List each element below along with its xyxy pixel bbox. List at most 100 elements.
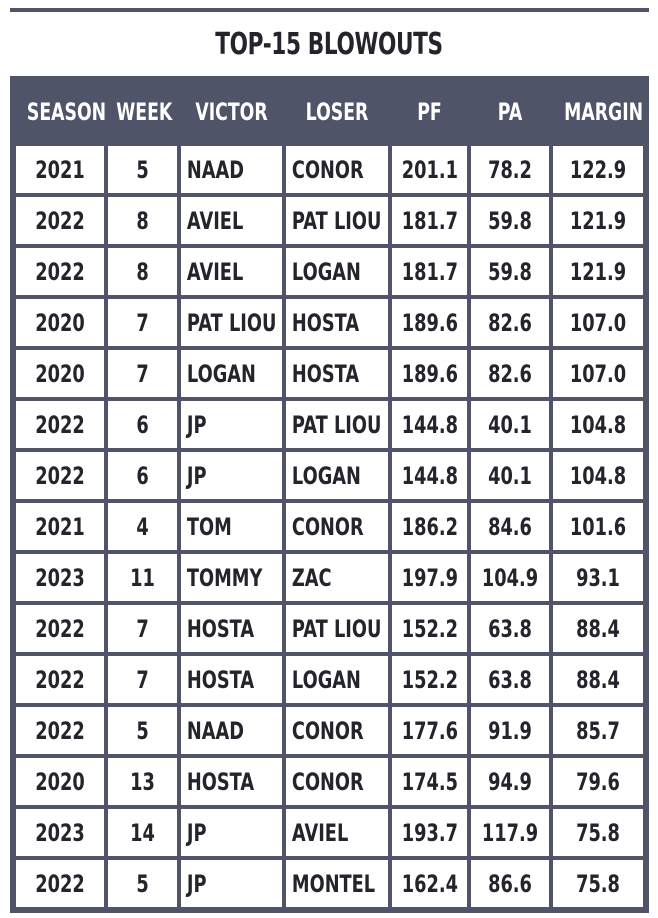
cell-loser: MONTEL [284, 858, 390, 909]
cell-loser: PAT LIOU [284, 399, 390, 450]
cell-victor: AVIEL [179, 195, 284, 246]
cell-margin: 93.1 [551, 552, 645, 603]
table-row: 2022 6 JP PAT LIOU 144.8 40.1 104.8 [14, 399, 645, 450]
cell-victor: HOSTA [179, 603, 284, 654]
cell-pa: 94.9 [469, 756, 551, 807]
page-title: TOP-15 BLOWOUTS [215, 27, 443, 62]
cell-loser: CONOR [284, 756, 390, 807]
cell-pf: 189.6 [390, 297, 469, 348]
cell-week: 5 [106, 858, 179, 909]
cell-loser: LOGAN [284, 246, 390, 297]
cell-pf: 181.7 [390, 246, 469, 297]
cell-season: 2022 [14, 858, 106, 909]
cell-victor: AVIEL [179, 246, 284, 297]
cell-pa: 82.6 [469, 297, 551, 348]
cell-pa: 117.9 [469, 807, 551, 858]
cell-victor: JP [179, 807, 284, 858]
blowouts-table: SEASON WEEK VICTOR LOSER PF PA MARGIN 2021 5 NAA… [10, 76, 649, 913]
cell-season: 2022 [14, 399, 106, 450]
cell-week: 14 [106, 807, 179, 858]
cell-loser: HOSTA [284, 348, 390, 399]
table-row: 2022 8 AVIEL PAT LIOU 181.7 59.8 121.9 [14, 195, 645, 246]
cell-victor: JP [179, 399, 284, 450]
cell-week: 8 [106, 195, 179, 246]
cell-victor: NAAD [179, 705, 284, 756]
table-row: 2022 8 AVIEL LOGAN 181.7 59.8 121.9 [14, 246, 645, 297]
cell-pf: 181.7 [390, 195, 469, 246]
column-header-loser: LOSER [284, 80, 390, 144]
table-row: 2020 7 PAT LIOU HOSTA 189.6 82.6 107.0 [14, 297, 645, 348]
cell-victor: JP [179, 450, 284, 501]
cell-week: 7 [106, 348, 179, 399]
cell-victor: PAT LIOU [179, 297, 284, 348]
cell-pa: 40.1 [469, 399, 551, 450]
cell-margin: 75.8 [551, 858, 645, 909]
cell-pa: 84.6 [469, 501, 551, 552]
cell-loser: AVIEL [284, 807, 390, 858]
cell-loser: CONOR [284, 705, 390, 756]
cell-week: 11 [106, 552, 179, 603]
cell-pf: 152.2 [390, 603, 469, 654]
cell-week: 7 [106, 297, 179, 348]
table-row: 2021 5 NAAD CONOR 201.1 78.2 122.9 [14, 144, 645, 195]
cell-week: 5 [106, 705, 179, 756]
cell-week: 8 [106, 246, 179, 297]
cell-pa: 104.9 [469, 552, 551, 603]
cell-loser: LOGAN [284, 450, 390, 501]
cell-margin: 107.0 [551, 348, 645, 399]
column-header-margin: MARGIN [551, 80, 645, 144]
table-row: 2023 11 TOMMY ZAC 197.9 104.9 93.1 [14, 552, 645, 603]
cell-margin: 104.8 [551, 450, 645, 501]
cell-victor: LOGAN [179, 348, 284, 399]
column-header-week: WEEK [106, 80, 179, 144]
cell-pf: 174.5 [390, 756, 469, 807]
cell-season: 2022 [14, 705, 106, 756]
table-row: 2022 7 HOSTA LOGAN 152.2 63.8 88.4 [14, 654, 645, 705]
cell-pf: 144.8 [390, 450, 469, 501]
cell-season: 2020 [14, 297, 106, 348]
cell-pa: 86.6 [469, 858, 551, 909]
cell-loser: PAT LIOU [284, 195, 390, 246]
cell-pf: 144.8 [390, 399, 469, 450]
cell-pf: 162.4 [390, 858, 469, 909]
cell-loser: ZAC [284, 552, 390, 603]
cell-margin: 107.0 [551, 297, 645, 348]
cell-loser: CONOR [284, 501, 390, 552]
cell-loser: LOGAN [284, 654, 390, 705]
column-header-pf: PF [390, 80, 469, 144]
cell-pa: 59.8 [469, 195, 551, 246]
cell-pf: 193.7 [390, 807, 469, 858]
cell-margin: 75.8 [551, 807, 645, 858]
cell-pf: 189.6 [390, 348, 469, 399]
cell-week: 7 [106, 603, 179, 654]
table-row: 2022 5 JP MONTEL 162.4 86.6 75.8 [14, 858, 645, 909]
cell-pf: 201.1 [390, 144, 469, 195]
cell-season: 2023 [14, 807, 106, 858]
cell-pa: 82.6 [469, 348, 551, 399]
cell-season: 2022 [14, 195, 106, 246]
cell-pf: 152.2 [390, 654, 469, 705]
cell-victor: HOSTA [179, 756, 284, 807]
cell-week: 7 [106, 654, 179, 705]
cell-victor: JP [179, 858, 284, 909]
column-header-victor: VICTOR [179, 80, 284, 144]
cell-margin: 79.6 [551, 756, 645, 807]
table-row: 2020 13 HOSTA CONOR 174.5 94.9 79.6 [14, 756, 645, 807]
cell-margin: 121.9 [551, 195, 645, 246]
cell-margin: 88.4 [551, 603, 645, 654]
column-header-season: SEASON [14, 80, 106, 144]
table-row: 2021 4 TOM CONOR 186.2 84.6 101.6 [14, 501, 645, 552]
cell-pf: 177.6 [390, 705, 469, 756]
cell-pf: 186.2 [390, 501, 469, 552]
cell-victor: NAAD [179, 144, 284, 195]
cell-season: 2021 [14, 144, 106, 195]
table-row: 2022 6 JP LOGAN 144.8 40.1 104.8 [14, 450, 645, 501]
cell-margin: 122.9 [551, 144, 645, 195]
cell-week: 6 [106, 399, 179, 450]
top-divider [10, 8, 649, 12]
cell-season: 2023 [14, 552, 106, 603]
cell-margin: 85.7 [551, 705, 645, 756]
cell-margin: 101.6 [551, 501, 645, 552]
cell-pa: 59.8 [469, 246, 551, 297]
cell-season: 2020 [14, 348, 106, 399]
